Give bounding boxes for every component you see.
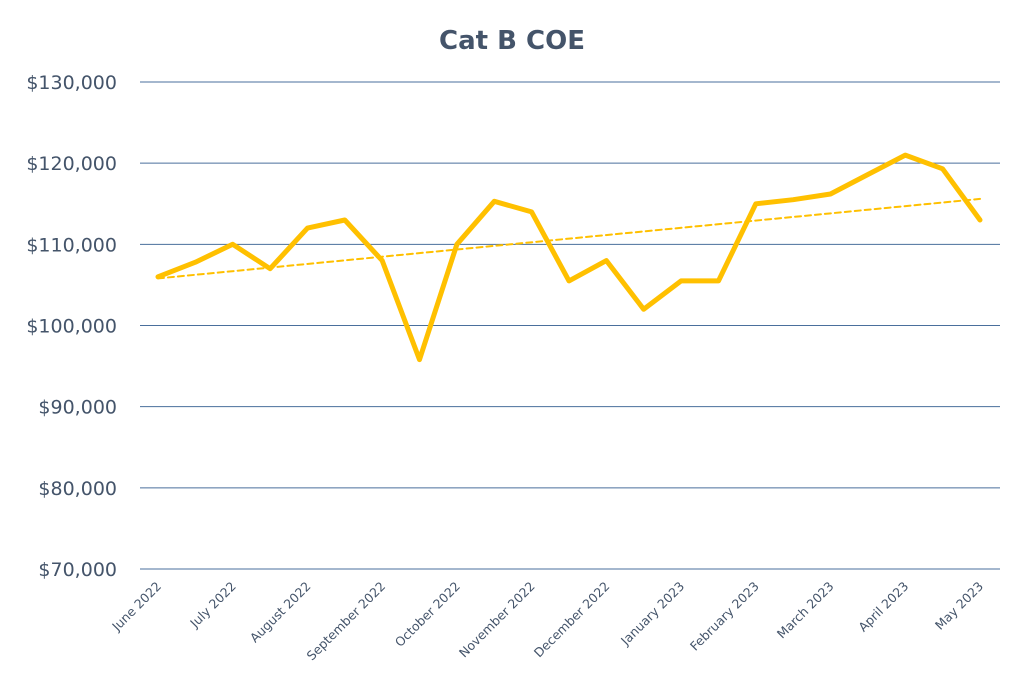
x-tick-label: June 2022 (108, 579, 164, 635)
x-tick-label: November 2022 (456, 579, 538, 661)
x-tick-label: September 2022 (304, 579, 389, 664)
coe-series-line (155, 152, 983, 363)
x-tick-label: October 2022 (392, 579, 463, 650)
y-tick-label: $90,000 (38, 397, 117, 419)
y-tick-label: $120,000 (26, 153, 117, 175)
y-tick-label: $100,000 (26, 316, 117, 338)
chart-title: Cat B COE (439, 26, 585, 56)
x-tick-label: December 2022 (531, 579, 613, 661)
y-tick-label: $110,000 (26, 234, 117, 256)
x-tick-label: August 2022 (247, 579, 314, 646)
x-tick-label: January 2023 (617, 579, 687, 649)
y-tick-label: $130,000 (26, 72, 117, 94)
x-tick-label: July 2022 (186, 579, 239, 632)
trendline (157, 197, 981, 280)
y-tick-label: $80,000 (38, 478, 117, 500)
x-tick-label: May 2023 (932, 579, 986, 633)
x-tick-label: March 2023 (774, 579, 837, 642)
y-tick-label: $70,000 (38, 559, 117, 581)
x-tick-label: February 2023 (687, 579, 762, 654)
x-tick-label: April 2023 (855, 579, 911, 635)
